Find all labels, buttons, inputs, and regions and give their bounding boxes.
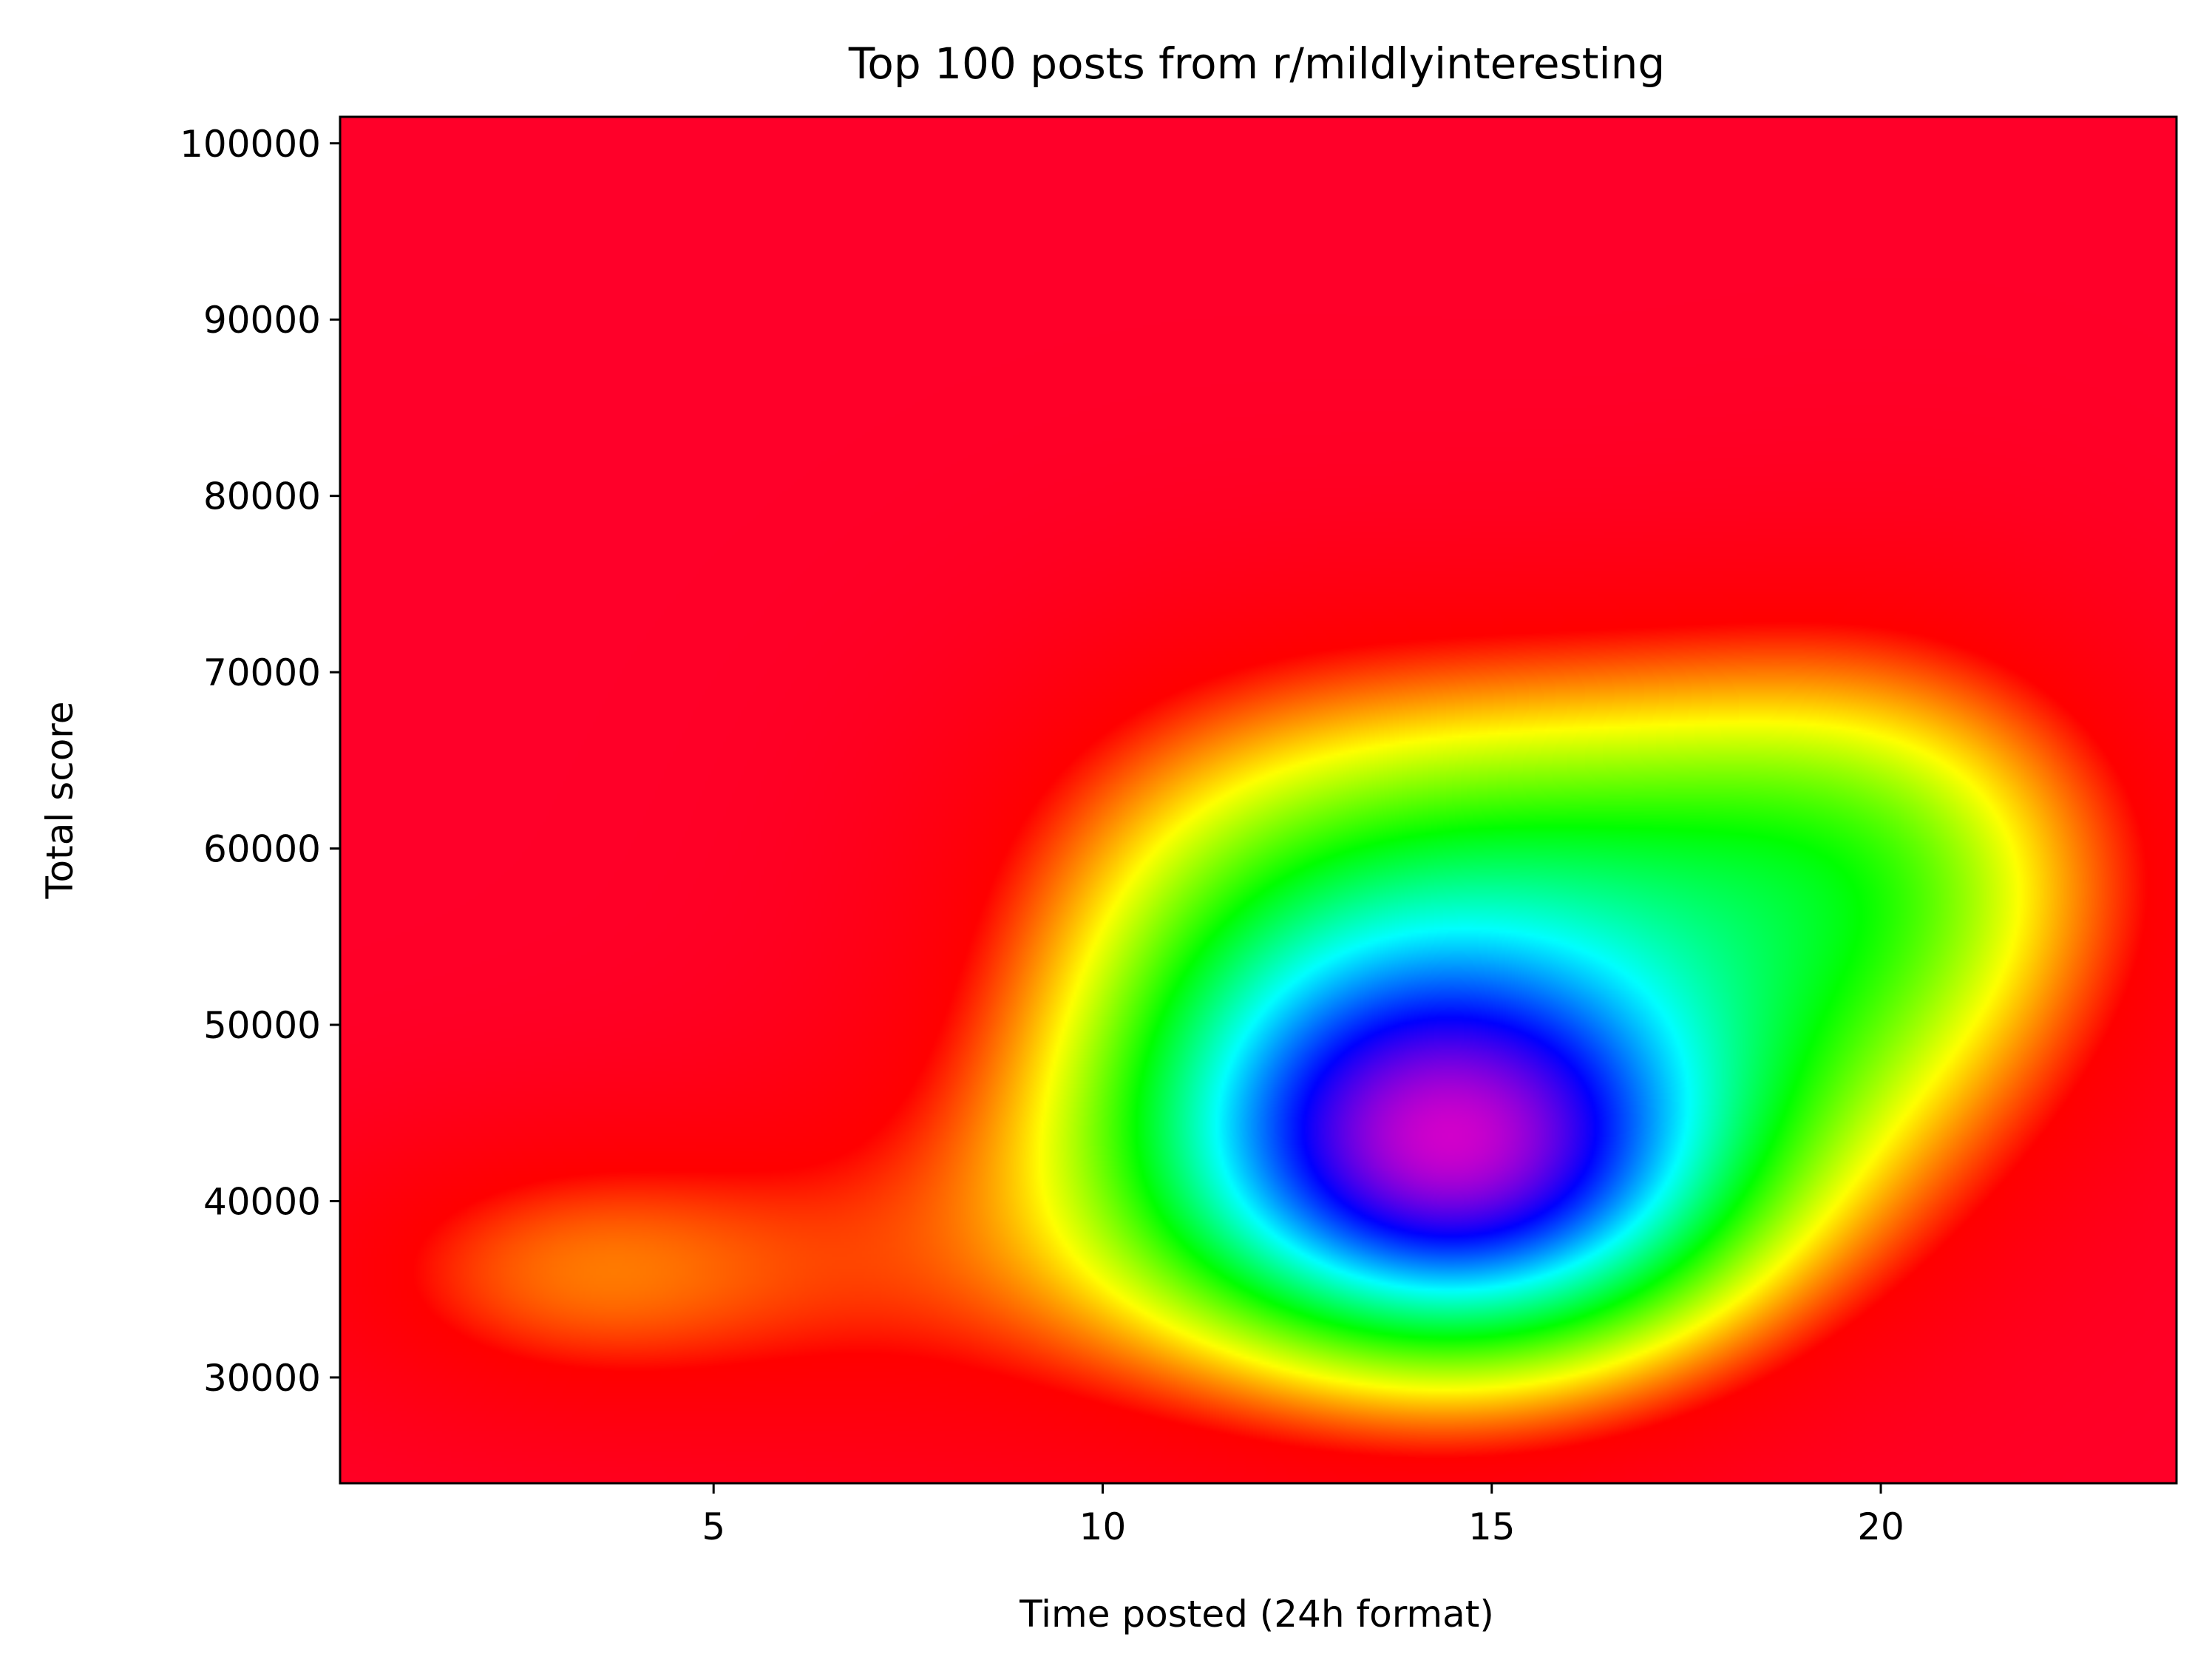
y-tick-label: 100000 — [180, 123, 321, 166]
chart-title: Top 100 posts from r/mildlyinteresting — [848, 38, 1665, 89]
y-tick-label: 70000 — [203, 651, 321, 694]
x-tick-label: 5 — [702, 1505, 725, 1548]
y-tick-label: 30000 — [203, 1357, 321, 1400]
y-tick-label: 60000 — [203, 828, 321, 871]
y-tick-label: 40000 — [203, 1180, 321, 1223]
plot-frame — [339, 115, 2178, 1485]
x-axis: 5 10 15 20 — [702, 1483, 1904, 1548]
heatmap-canvas — [340, 117, 2177, 1483]
y-tick-label: 90000 — [203, 299, 321, 342]
y-axis-label: Total score — [38, 701, 81, 899]
x-axis-label: Time posted (24h format) — [1019, 1593, 1494, 1636]
x-tick-label: 20 — [1857, 1505, 1904, 1548]
x-tick-label: 15 — [1468, 1505, 1516, 1548]
y-tick-label: 50000 — [203, 1004, 321, 1047]
y-tick-label: 80000 — [203, 475, 321, 518]
heatmap-plot-area — [340, 117, 2177, 1483]
y-axis: 30000 40000 50000 60000 70000 80000 90000 10000… — [180, 123, 340, 1400]
x-tick-label: 10 — [1079, 1505, 1127, 1548]
